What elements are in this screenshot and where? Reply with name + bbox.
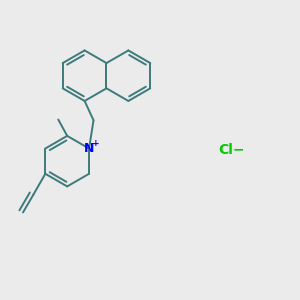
Text: N: N [84,142,94,155]
Text: +: + [92,139,99,148]
Text: Cl−: Cl− [218,143,245,157]
